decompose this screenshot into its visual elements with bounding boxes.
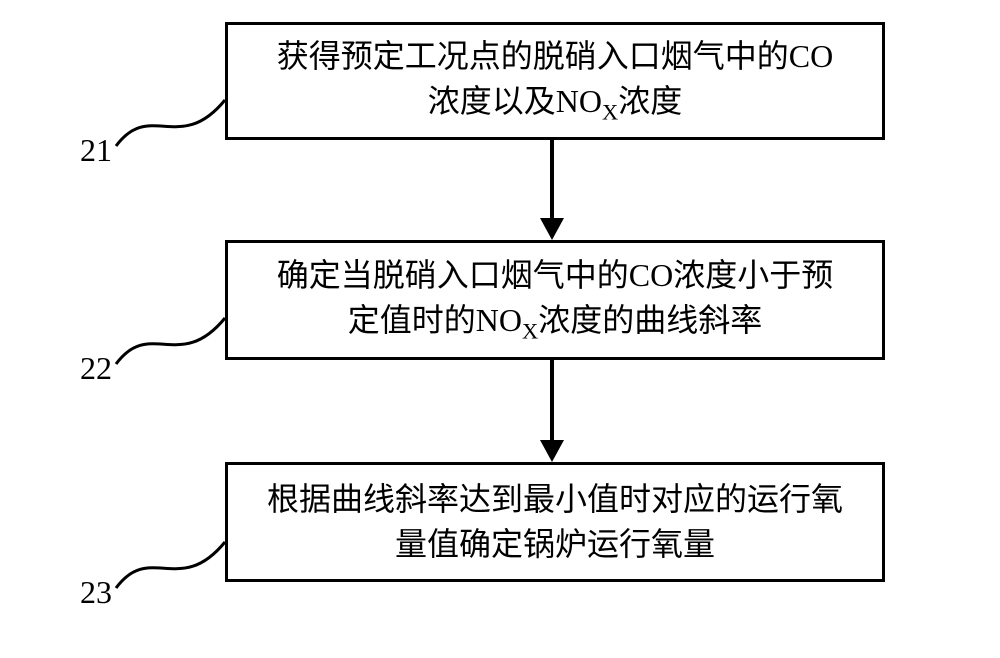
connector-curve bbox=[111, 537, 230, 602]
arrow-head-icon bbox=[540, 440, 564, 462]
flow-box-text: 确定当脱硝入口烟气中的CO浓度小于预定值时的NOX浓度的曲线斜率 bbox=[277, 253, 833, 347]
flow-box-text: 获得预定工况点的脱硝入口烟气中的CO浓度以及NOX浓度 bbox=[277, 34, 833, 128]
arrow-head-icon bbox=[540, 218, 564, 240]
arrow-line bbox=[550, 140, 554, 218]
flow-box-21: 获得预定工况点的脱硝入口烟气中的CO浓度以及NOX浓度 bbox=[225, 22, 885, 140]
arrow-line bbox=[550, 360, 554, 440]
step-label-21: 21 bbox=[80, 132, 112, 169]
flow-box-22: 确定当脱硝入口烟气中的CO浓度小于预定值时的NOX浓度的曲线斜率 bbox=[225, 240, 885, 360]
flow-box-text: 根据曲线斜率达到最小值时对应的运行氧量值确定锅炉运行氧量 bbox=[267, 477, 843, 567]
step-label-23: 23 bbox=[80, 574, 112, 611]
connector-curve bbox=[111, 95, 230, 160]
connector-curve bbox=[111, 313, 230, 378]
step-label-22: 22 bbox=[80, 350, 112, 387]
flow-box-23: 根据曲线斜率达到最小值时对应的运行氧量值确定锅炉运行氧量 bbox=[225, 462, 885, 582]
